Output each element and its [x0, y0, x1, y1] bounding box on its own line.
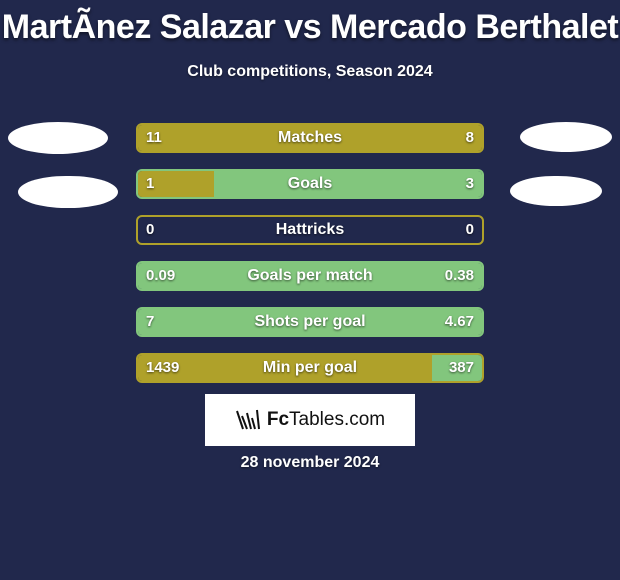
player-left-club-placeholder [18, 176, 118, 208]
brand-text: FcTables.com [267, 409, 385, 431]
stat-label: Goals per match [138, 263, 482, 289]
stat-row: 00Hattricks [136, 215, 484, 245]
stat-row: 13Goals [136, 169, 484, 199]
brand-prefix: Fc [267, 409, 289, 430]
page-subtitle: Club competitions, Season 2024 [0, 63, 620, 81]
player-right-club-placeholder [510, 176, 602, 206]
page-title: MartÃ­nez Salazar vs Mercado Berthalet [0, 0, 620, 47]
stat-label: Goals [138, 171, 482, 197]
player-right-avatar-placeholder [520, 122, 612, 152]
brand-bars-icon [235, 409, 261, 431]
stat-label: Shots per goal [138, 309, 482, 335]
stat-label: Min per goal [138, 355, 482, 381]
stat-label: Matches [138, 125, 482, 151]
stat-row: 118Matches [136, 123, 484, 153]
stat-rows: 118Matches 13Goals 00Hattricks 0.090.38Goal… [136, 123, 484, 399]
stat-label: Hattricks [138, 217, 482, 243]
stat-row: 0.090.38Goals per match [136, 261, 484, 291]
player-left-avatar-placeholder [8, 122, 108, 154]
brand-box: FcTables.com [205, 394, 415, 446]
stat-row: 74.67Shots per goal [136, 307, 484, 337]
date-text: 28 november 2024 [0, 454, 620, 472]
brand-suffix: Tables.com [289, 409, 385, 430]
stat-row: 1439387Min per goal [136, 353, 484, 383]
comparison-infographic: MartÃ­nez Salazar vs Mercado Berthalet C… [0, 0, 620, 580]
